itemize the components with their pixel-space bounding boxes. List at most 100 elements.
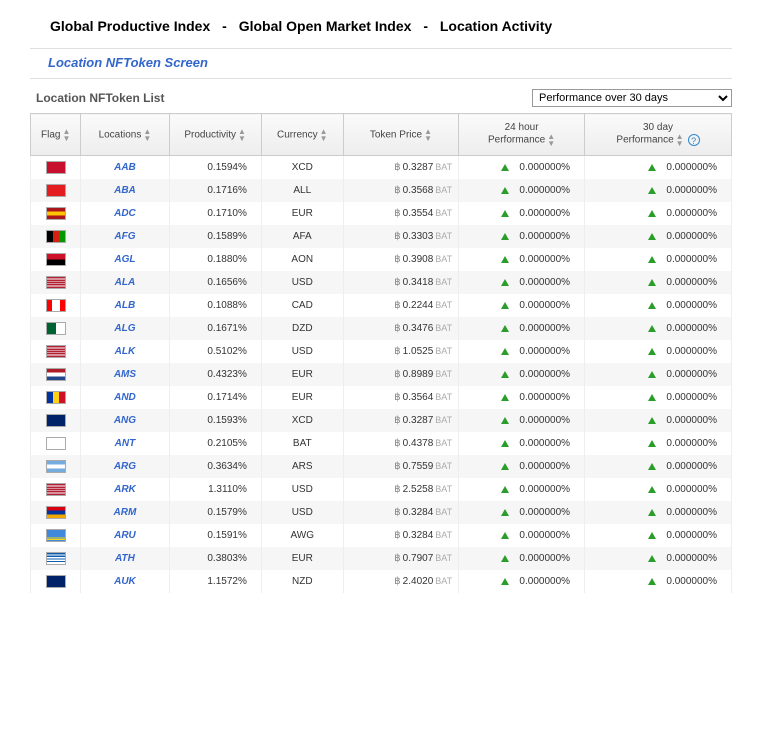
perf-24h-value: 0.000000% xyxy=(459,294,585,317)
perf-30d-value: 0.000000% xyxy=(585,317,732,340)
productivity-value: 0.1716% xyxy=(169,179,261,202)
location-link[interactable]: AGL xyxy=(81,248,169,271)
screen-title: Location NFToken Screen xyxy=(30,48,732,79)
flag-cell xyxy=(31,271,81,294)
token-price-value: ฿0.7559BAT xyxy=(343,455,458,478)
productivity-value: 0.1671% xyxy=(169,317,261,340)
flag-icon xyxy=(46,184,66,197)
perf-24h-value: 0.000000% xyxy=(459,271,585,294)
up-arrow-icon xyxy=(501,210,509,217)
nav-link-location-activity[interactable]: Location Activity xyxy=(440,18,552,34)
token-price-value: ฿0.8989BAT xyxy=(343,363,458,386)
token-price-value: ฿0.7907BAT xyxy=(343,547,458,570)
perf-24h-value: 0.000000% xyxy=(459,156,585,180)
table-row: ALA0.1656%USD฿0.3418BAT0.000000%0.000000… xyxy=(31,271,732,294)
location-link[interactable]: ARM xyxy=(81,501,169,524)
up-arrow-icon xyxy=(648,394,656,401)
flag-cell xyxy=(31,179,81,202)
flag-icon xyxy=(46,322,66,335)
up-arrow-icon xyxy=(501,164,509,171)
location-link[interactable]: ARG xyxy=(81,455,169,478)
currency-value: AFA xyxy=(261,225,343,248)
location-link[interactable]: ARK xyxy=(81,478,169,501)
location-link[interactable]: ALG xyxy=(81,317,169,340)
location-link[interactable]: ABA xyxy=(81,179,169,202)
flag-icon xyxy=(46,529,66,542)
perf-30d-value: 0.000000% xyxy=(585,363,732,386)
perf-24h-value: 0.000000% xyxy=(459,432,585,455)
location-link[interactable]: ADC xyxy=(81,202,169,225)
productivity-value: 0.1088% xyxy=(169,294,261,317)
currency-value: EUR xyxy=(261,363,343,386)
location-link[interactable]: AFG xyxy=(81,225,169,248)
token-price-value: ฿0.3568BAT xyxy=(343,179,458,202)
perf-24h-value: 0.000000% xyxy=(459,455,585,478)
location-link[interactable]: AAB xyxy=(81,156,169,180)
location-link[interactable]: ANT xyxy=(81,432,169,455)
currency-value: USD xyxy=(261,478,343,501)
col-header-flag[interactable]: Flag▲▼ xyxy=(31,114,81,156)
location-link[interactable]: ATH xyxy=(81,547,169,570)
location-link[interactable]: AND xyxy=(81,386,169,409)
perf-30d-value: 0.000000% xyxy=(585,547,732,570)
flag-icon xyxy=(46,575,66,588)
perf-24h-value: 0.000000% xyxy=(459,340,585,363)
flag-icon xyxy=(46,552,66,565)
flag-icon xyxy=(46,207,66,220)
flag-icon xyxy=(46,506,66,519)
up-arrow-icon xyxy=(501,440,509,447)
table-row: ALG0.1671%DZD฿0.3476BAT0.000000%0.000000… xyxy=(31,317,732,340)
location-link[interactable]: ARU xyxy=(81,524,169,547)
table-row: ADC0.1710%EUR฿0.3554BAT0.000000%0.000000… xyxy=(31,202,732,225)
location-link[interactable]: ANG xyxy=(81,409,169,432)
table-row: ARK1.3110%USD฿2.5258BAT0.000000%0.000000… xyxy=(31,478,732,501)
location-link[interactable]: ALK xyxy=(81,340,169,363)
sort-icon: ▲▼ xyxy=(320,128,328,142)
col-header-currency[interactable]: Currency▲▼ xyxy=(261,114,343,156)
nav-link-gomi[interactable]: Global Open Market Index xyxy=(239,18,412,34)
productivity-value: 1.1572% xyxy=(169,570,261,593)
productivity-value: 0.3803% xyxy=(169,547,261,570)
token-price-value: ฿1.0525BAT xyxy=(343,340,458,363)
location-link[interactable]: ALB xyxy=(81,294,169,317)
up-arrow-icon xyxy=(501,233,509,240)
perf-24h-value: 0.000000% xyxy=(459,225,585,248)
performance-period-select[interactable]: Performance over 30 days xyxy=(532,89,732,107)
productivity-value: 0.3634% xyxy=(169,455,261,478)
up-arrow-icon xyxy=(501,302,509,309)
nav-link-gpi[interactable]: Global Productive Index xyxy=(50,18,210,34)
productivity-value: 0.1880% xyxy=(169,248,261,271)
table-row: ARM0.1579%USD฿0.3284BAT0.000000%0.000000… xyxy=(31,501,732,524)
up-arrow-icon xyxy=(501,279,509,286)
sort-icon: ▲▼ xyxy=(62,128,70,142)
location-link[interactable]: AUK xyxy=(81,570,169,593)
currency-value: XCD xyxy=(261,156,343,180)
location-link[interactable]: AMS xyxy=(81,363,169,386)
currency-value: EUR xyxy=(261,386,343,409)
col-header-token-price[interactable]: Token Price▲▼ xyxy=(343,114,458,156)
token-price-value: ฿0.3908BAT xyxy=(343,248,458,271)
flag-cell xyxy=(31,478,81,501)
perf-24h-value: 0.000000% xyxy=(459,202,585,225)
col-header-productivity[interactable]: Productivity▲▼ xyxy=(169,114,261,156)
productivity-value: 0.1591% xyxy=(169,524,261,547)
up-arrow-icon xyxy=(501,187,509,194)
location-link[interactable]: ALA xyxy=(81,271,169,294)
table-scroll-region[interactable]: Flag▲▼ Locations▲▼ Productivity▲▼ Curren… xyxy=(30,113,732,593)
currency-value: NZD xyxy=(261,570,343,593)
col-header-30d-performance[interactable]: 30 dayPerformance▲▼? xyxy=(585,114,732,156)
perf-30d-value: 0.000000% xyxy=(585,340,732,363)
col-header-24h-performance[interactable]: 24 hourPerformance▲▼ xyxy=(459,114,585,156)
flag-cell xyxy=(31,156,81,180)
token-price-value: ฿0.3418BAT xyxy=(343,271,458,294)
perf-24h-value: 0.000000% xyxy=(459,501,585,524)
productivity-value: 0.4323% xyxy=(169,363,261,386)
token-price-value: ฿0.3284BAT xyxy=(343,501,458,524)
col-header-locations[interactable]: Locations▲▼ xyxy=(81,114,169,156)
perf-24h-value: 0.000000% xyxy=(459,386,585,409)
currency-value: ALL xyxy=(261,179,343,202)
up-arrow-icon xyxy=(501,348,509,355)
help-icon[interactable]: ? xyxy=(688,134,700,146)
up-arrow-icon xyxy=(501,417,509,424)
productivity-value: 0.1656% xyxy=(169,271,261,294)
